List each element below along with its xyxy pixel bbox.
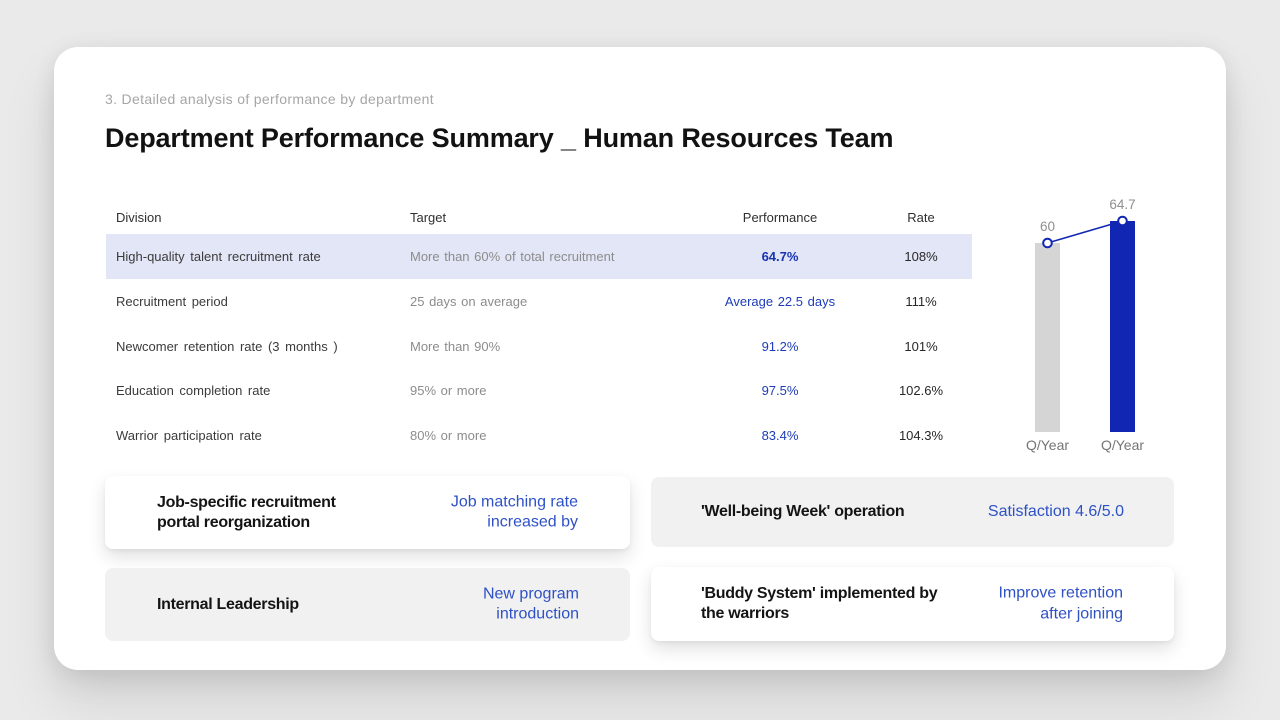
svg-text:64.7: 64.7 <box>1109 197 1135 212</box>
svg-text:Q/Year: Q/Year <box>1026 437 1069 453</box>
svg-text:60: 60 <box>1040 219 1055 234</box>
svg-text:Q/Year: Q/Year <box>1101 437 1144 453</box>
